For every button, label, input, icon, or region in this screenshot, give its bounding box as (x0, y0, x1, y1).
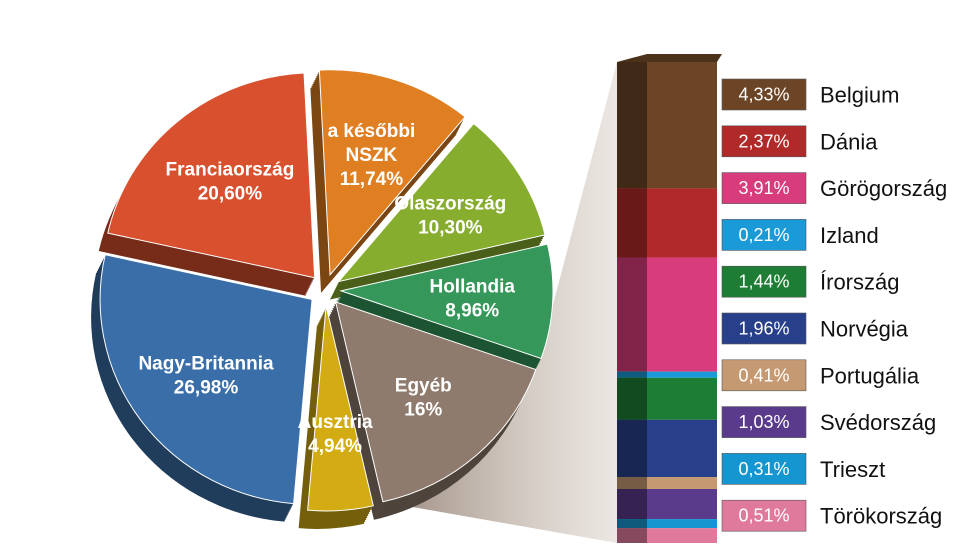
connector-wedge (382, 62, 617, 543)
pie-slice-hollandia (339, 243, 554, 360)
pie-label-ausztria: Ausztria (298, 412, 373, 433)
legend-swatch-trieszt (721, 453, 807, 485)
pie-value-franciaorszag: 20,60% (198, 184, 263, 205)
pie-label-egyeb: Egyéb (395, 376, 452, 397)
pie-slice-ausztria (307, 305, 374, 512)
pie-slice-franciaorszag (107, 72, 316, 279)
pie-slice-a-kesobbi-nszk (318, 69, 466, 277)
bar-segment-shade-portugalia (617, 477, 647, 490)
legend-value-norvegia: 1,96% (738, 319, 789, 339)
legend-swatch-gorogorszag (721, 172, 807, 204)
pie-value-a-kesobbi-nszk: 11,74% (340, 169, 403, 190)
pie-slice-olaszorszag (337, 122, 546, 283)
bar-segment-shade-dania (617, 188, 647, 258)
bar-segment-shade-gorogorszag (617, 257, 647, 372)
pie-value-egyeb: 16% (404, 400, 442, 421)
stacked-bar (617, 54, 722, 543)
pie-label-nagy-britannia: Nagy-Britannia (138, 354, 274, 375)
pie-labels: Nagy-Britannia 26,98% Franciaország 20,60% a… (138, 121, 515, 457)
legend-label-norvegia: Norvégia (820, 317, 909, 342)
pie-value-hollandia: 8,96% (445, 301, 499, 322)
legend-swatch-svedorszag (721, 406, 807, 438)
bar-segment-shade-belgium (617, 62, 647, 189)
pie-slices (91, 69, 554, 529)
legend-value-izland: 0,21% (738, 225, 789, 245)
pie-label-olaszorszag: Olaszország (394, 194, 506, 215)
bar-segment-shade-torokorszag (617, 528, 647, 543)
legend-swatch-irorszag (721, 265, 807, 298)
pie-value-ausztria: 4,94% (308, 436, 362, 457)
legend-swatch-norvegia (721, 312, 807, 345)
legend-value-svedorszag: 1,03% (738, 412, 789, 432)
bar-segment-izland (617, 371, 717, 378)
bar-segment-shade-svedorszag (617, 489, 647, 520)
bar-top-cap (617, 54, 722, 62)
legend-label-belgium: Belgium (820, 83, 899, 108)
legend-swatch-belgium (721, 78, 807, 111)
pie-value-nagy-britannia: 26,98% (174, 378, 239, 399)
legend-label-svedorszag: Svédország (820, 410, 936, 435)
pie-label-a-kesobbi-nszk-1: NSZK (346, 145, 398, 166)
pie-label-hollandia: Hollandia (429, 277, 515, 298)
legend-value-portugalia: 0,41% (738, 365, 789, 385)
legend-value-belgium: 4,33% (738, 85, 789, 105)
legend-value-dania: 2,37% (738, 131, 789, 151)
legend-label-dania: Dánia (820, 129, 878, 154)
pie-slice-egyeb (334, 301, 537, 503)
legend-swatch-dania (721, 125, 807, 158)
pie-label-franciaorszag: Franciaország (166, 160, 295, 181)
legend-value-gorogorszag: 3,91% (738, 178, 789, 198)
bar-segment-shade-trieszt (617, 519, 647, 529)
bar-segment-shade-norvegia (617, 419, 647, 478)
legend-value-trieszt: 0,31% (738, 459, 789, 479)
bar-segment-portugalia (617, 477, 717, 490)
pie-slice-nagy-britannia (99, 254, 313, 505)
legend-swatch-izland (721, 219, 807, 251)
legend-swatch-portugalia (721, 359, 807, 392)
legend-label-izland: Izland (820, 223, 879, 248)
pie-label-a-kesobbi-nszk: a későbbi (328, 121, 416, 142)
legend-swatch-torokorszag (721, 499, 807, 532)
legend-label-portugalia: Portugália (820, 363, 920, 388)
legend-label-torokorszag: Törökország (820, 504, 942, 529)
bar-segment-trieszt (617, 519, 717, 529)
legend-label-gorogorszag: Görögország (820, 176, 947, 201)
connector-lines (382, 62, 617, 543)
pie-value-olaszorszag: 10,30% (418, 218, 483, 239)
bar-segment-shade-irorszag (617, 377, 647, 420)
bar-segment-shade-izland (617, 371, 647, 378)
legend: 4,33% Belgium 2,37% Dánia 3,91% Görögország 0,… (721, 78, 947, 532)
legend-label-irorszag: Írország (820, 270, 899, 295)
legend-label-trieszt: Trieszt (820, 457, 885, 482)
legend-value-irorszag: 1,44% (738, 272, 789, 292)
legend-value-torokorszag: 0,51% (738, 506, 789, 526)
